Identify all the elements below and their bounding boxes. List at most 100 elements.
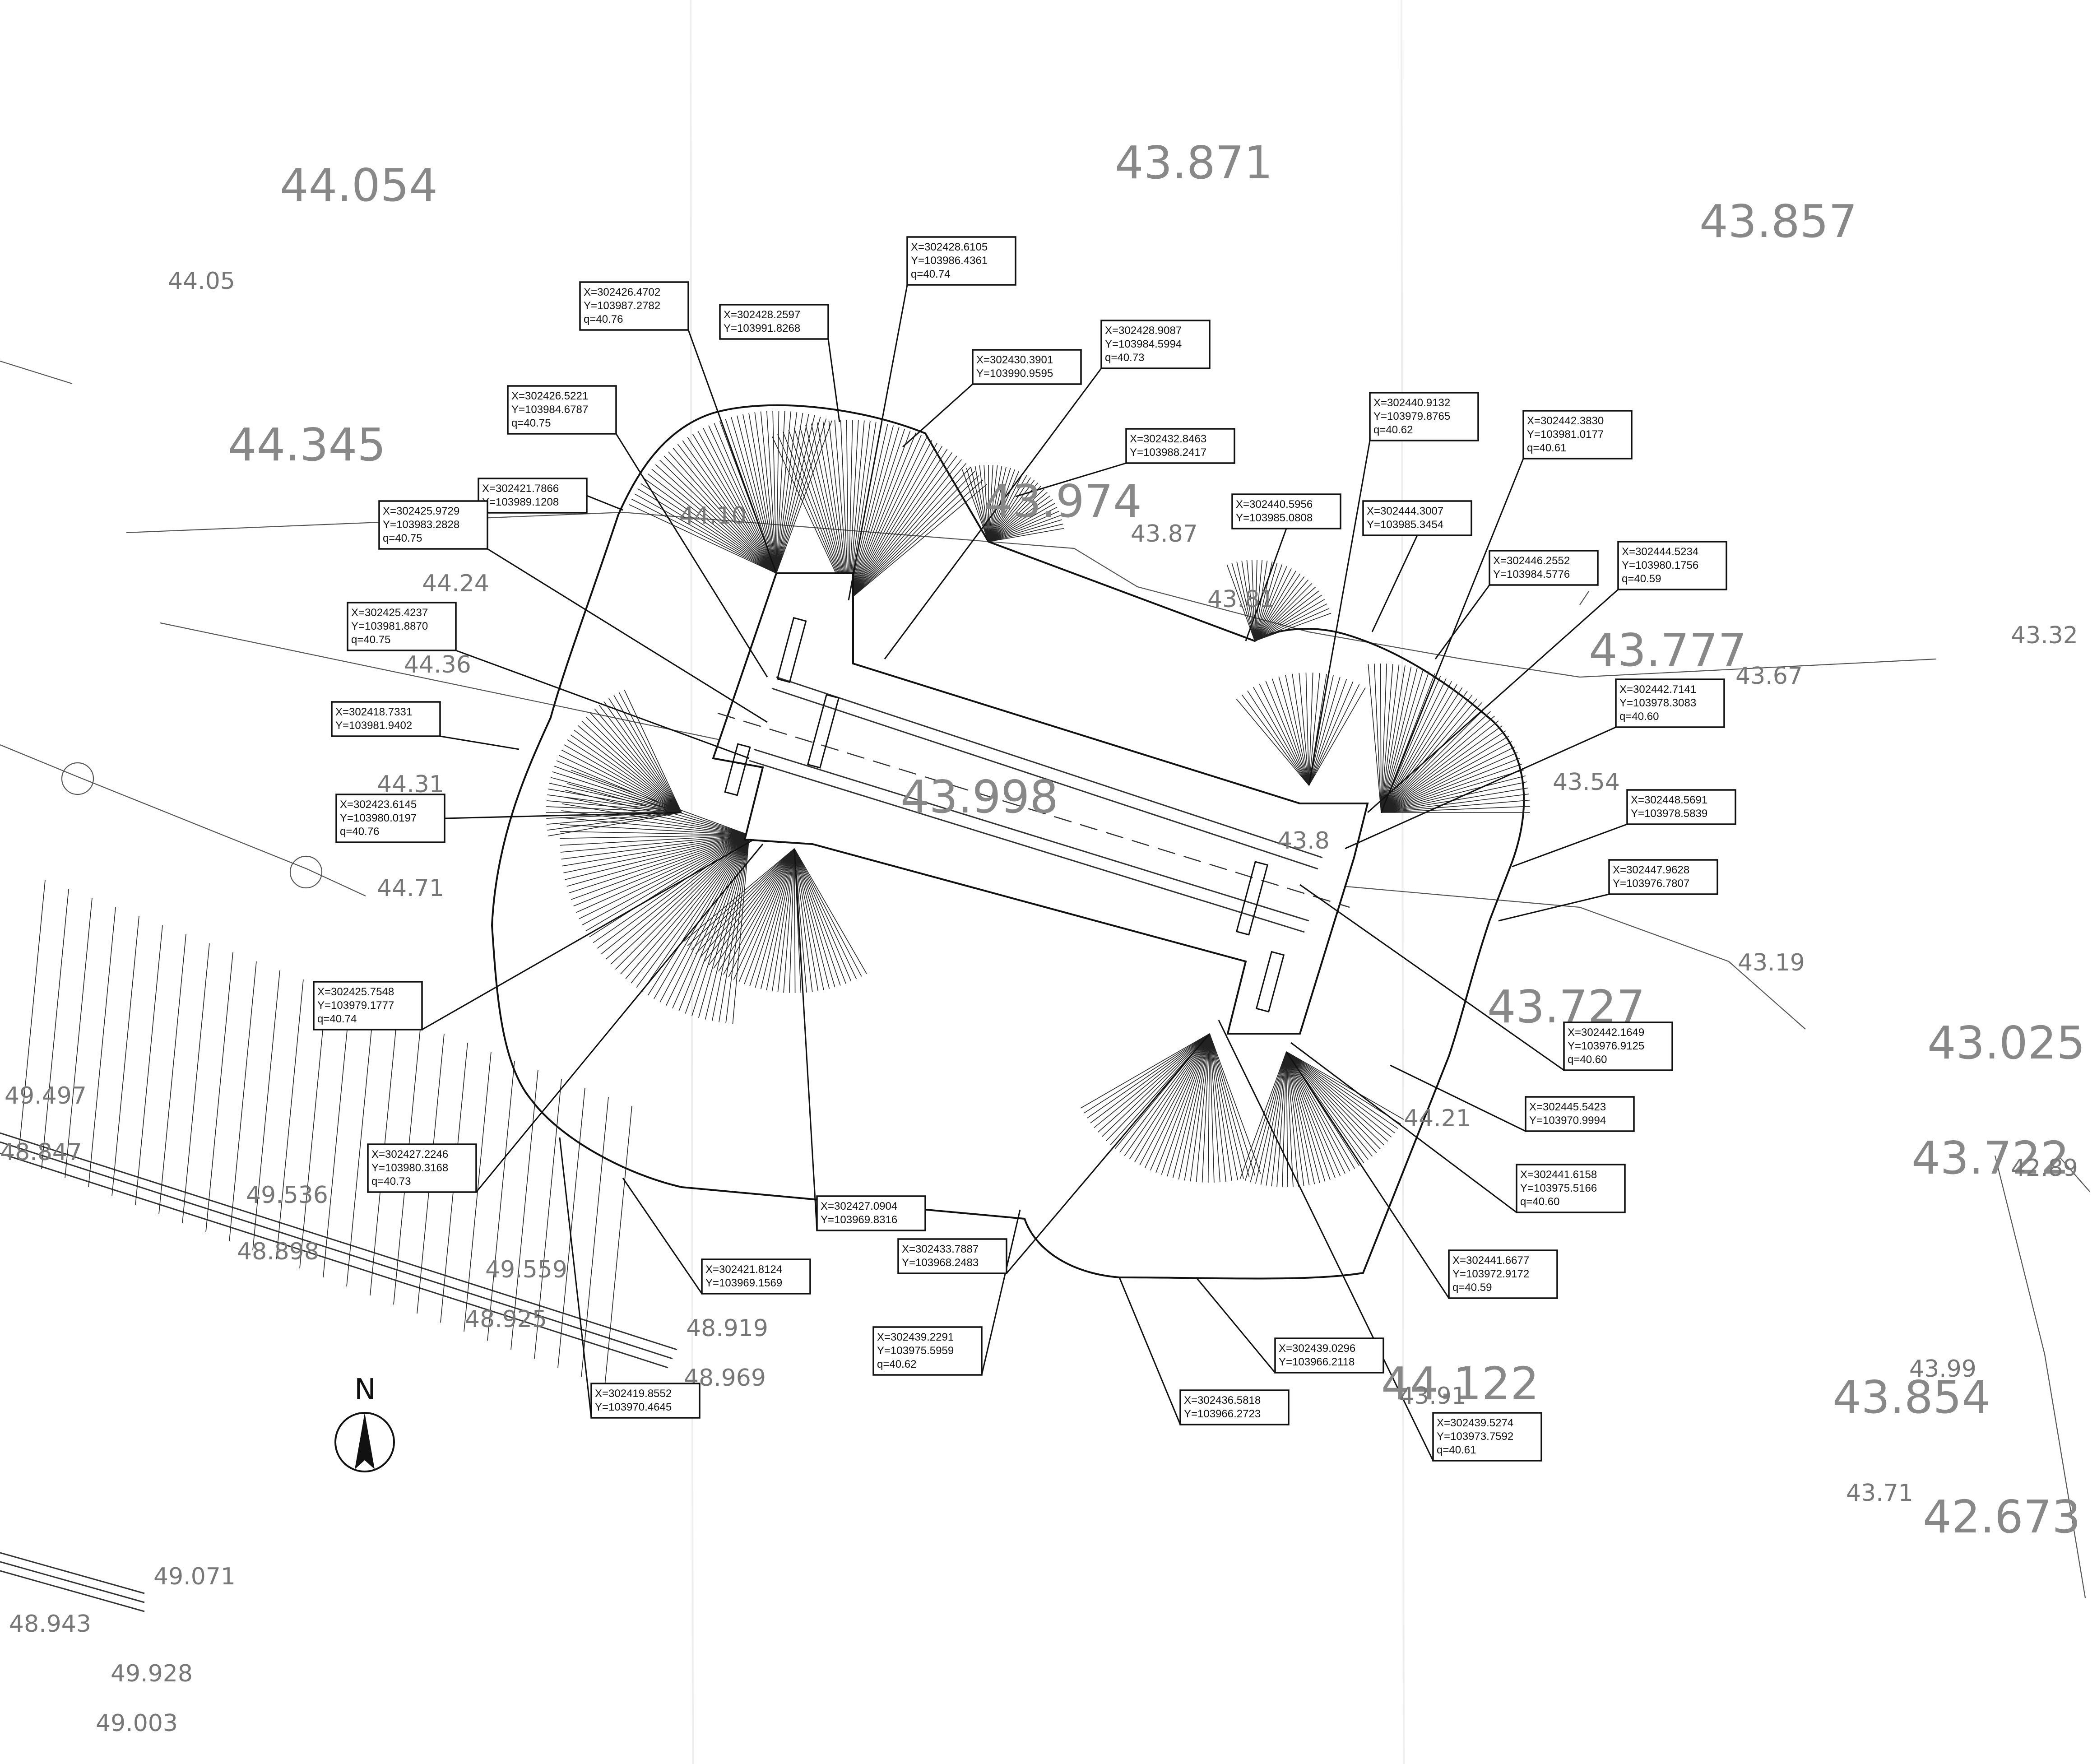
spot-elevation: 49.003 [96, 1710, 178, 1737]
hatch-line [1124, 1033, 1210, 1156]
hatch-line [848, 430, 911, 601]
hatch-line [1381, 806, 1530, 813]
hatch-line [577, 725, 682, 813]
callout-line: q=40.59 [1452, 1281, 1492, 1294]
callout-line: Y=103984.6787 [511, 404, 588, 416]
spot-elevation: 49.497 [5, 1082, 87, 1109]
hatch-line [1308, 677, 1341, 786]
hatch-line [464, 1051, 492, 1332]
hatch-line [822, 421, 849, 601]
callout-line: Y=103976.9125 [1568, 1040, 1644, 1052]
hatch-line [561, 749, 682, 813]
hatch-line [760, 411, 777, 574]
north-label: N [354, 1373, 376, 1407]
hatch-line [1196, 1033, 1210, 1182]
callout-line: X=302436.5818 [1184, 1394, 1261, 1407]
hatch-line [848, 455, 957, 601]
hatch-line [571, 835, 750, 900]
hatch-line [794, 848, 796, 993]
callout-box [1522, 410, 1633, 460]
hatch-line [615, 835, 750, 970]
hatch-line [755, 848, 795, 988]
callout-box [816, 1195, 926, 1231]
spot-elevation: 48.925 [465, 1306, 547, 1333]
callout-box [1100, 320, 1211, 369]
hatch-line [677, 444, 777, 574]
hatch-line [1381, 781, 1527, 813]
hatch-line [848, 484, 987, 601]
hatch-line [672, 835, 750, 1009]
hatch-line [636, 835, 750, 988]
callout-line: Y=103983.2828 [383, 519, 459, 531]
leader-line [848, 284, 908, 601]
hatch-line [601, 835, 750, 954]
interchange-structure [491, 404, 1530, 1280]
callout-line: X=302440.9132 [1373, 397, 1450, 409]
spot-elevation: 49.536 [246, 1182, 328, 1209]
hatch-line [1286, 1051, 1294, 1187]
hatch-line [732, 835, 750, 1024]
hatch-line [1381, 741, 1512, 813]
callout-line: Y=103979.8765 [1373, 410, 1450, 422]
callout-box [313, 981, 423, 1031]
hatch-line [794, 848, 824, 990]
hatch-line [1254, 564, 1283, 641]
hatch-line [566, 835, 750, 887]
hatch-line [581, 1096, 609, 1377]
callout-line: Y=103989.1208 [482, 496, 559, 508]
callout-line: X=302433.7887 [902, 1243, 979, 1255]
hatch-line [1381, 668, 1418, 813]
hatch-line [794, 848, 857, 979]
hatch-line [1381, 691, 1468, 813]
callout-line: Y=103990.9595 [976, 367, 1053, 380]
leader-line [475, 844, 764, 1193]
callout-line: X=302425.7548 [317, 986, 394, 998]
hatch-line [1286, 1051, 1385, 1146]
hatch-line [714, 423, 777, 574]
hatch-line [794, 848, 867, 974]
callout-line: X=302427.0904 [821, 1200, 897, 1212]
callout-line: X=302447.9628 [1613, 864, 1689, 876]
hatch-line [1202, 1033, 1210, 1183]
hatch-line [1308, 679, 1347, 786]
north-arrow: N [334, 1373, 395, 1472]
hatch-line [776, 411, 779, 574]
hatch-line [848, 422, 877, 601]
callout-line: X=302444.3007 [1367, 505, 1443, 517]
hatch-line [691, 835, 750, 1016]
hatch-line [984, 465, 989, 542]
callout-box [1362, 500, 1472, 536]
callout-line: Y=103973.7592 [1437, 1430, 1513, 1443]
callout-line: Y=103969.8316 [821, 1214, 897, 1226]
hatch-line [754, 412, 777, 574]
hatch-line [848, 452, 953, 601]
hatch-line [1150, 1033, 1210, 1171]
hatch-line [18, 880, 46, 1161]
hatch-line [794, 848, 862, 977]
hatch-line [988, 485, 1042, 542]
callout-box [1448, 1249, 1558, 1299]
hatch-line [1178, 1033, 1210, 1179]
hatch-line [551, 777, 682, 813]
leader-line [1195, 1277, 1276, 1373]
callout-line: X=302430.3901 [976, 354, 1053, 366]
callout-line: X=302421.7866 [482, 483, 559, 495]
hatch-line [776, 411, 785, 574]
hatch-line [988, 503, 1055, 542]
leader-line [1245, 528, 1287, 641]
hatch-line [1286, 1051, 1388, 1142]
slope-hatch-band [18, 880, 632, 1386]
hatch-line [135, 925, 163, 1206]
coordinate-callout: X=302418.7331 Y=103981.9402 [331, 701, 441, 737]
hatch-line [552, 771, 682, 813]
hatch-line [848, 420, 859, 601]
callout-line: X=302448.5691 [1631, 794, 1707, 806]
hatch-line [1254, 590, 1319, 641]
hatch-line [1286, 1051, 1392, 1137]
hatch-line [1190, 1033, 1210, 1182]
callout-line: X=302432.8463 [1130, 433, 1206, 445]
hatch-line [666, 835, 750, 1006]
hatch-line [547, 800, 682, 813]
hatch-line [548, 812, 682, 836]
